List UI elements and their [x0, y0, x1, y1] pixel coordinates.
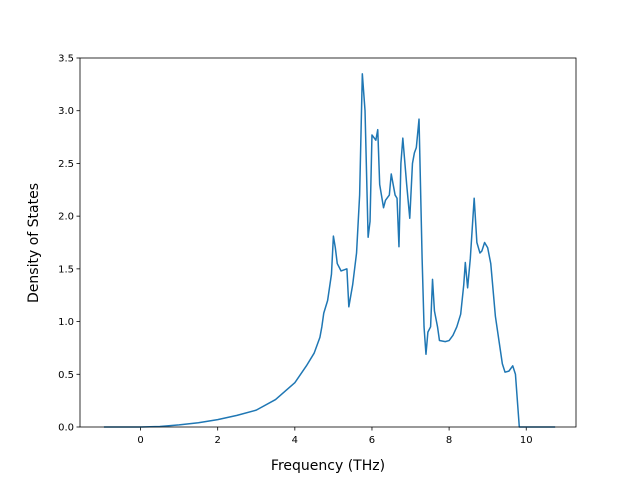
y-tick-label: 3.0: [58, 106, 74, 117]
y-tick-label: 3.5: [58, 54, 74, 65]
x-tick-label: 4: [292, 435, 298, 446]
y-tick-label: 2.5: [58, 159, 74, 170]
y-axis-label: Density of States: [26, 183, 42, 303]
x-tick-label: 2: [215, 435, 221, 446]
y-tick-label: 0.0: [58, 423, 74, 434]
line-series: [103, 73, 556, 428]
x-tick-label: 8: [446, 435, 452, 446]
x-tick-label: 10: [520, 435, 533, 446]
y-tick-label: 2.0: [58, 212, 74, 223]
plot-frame: [79, 57, 577, 428]
x-tick-label: 6: [369, 435, 375, 446]
y-tick-label: 0.5: [58, 370, 74, 381]
x-axis-label: Frequency (THz): [271, 458, 385, 474]
x-tick-label: 0: [137, 435, 143, 446]
y-tick-label: 1.0: [58, 317, 74, 328]
y-tick-label: 1.5: [58, 264, 74, 275]
